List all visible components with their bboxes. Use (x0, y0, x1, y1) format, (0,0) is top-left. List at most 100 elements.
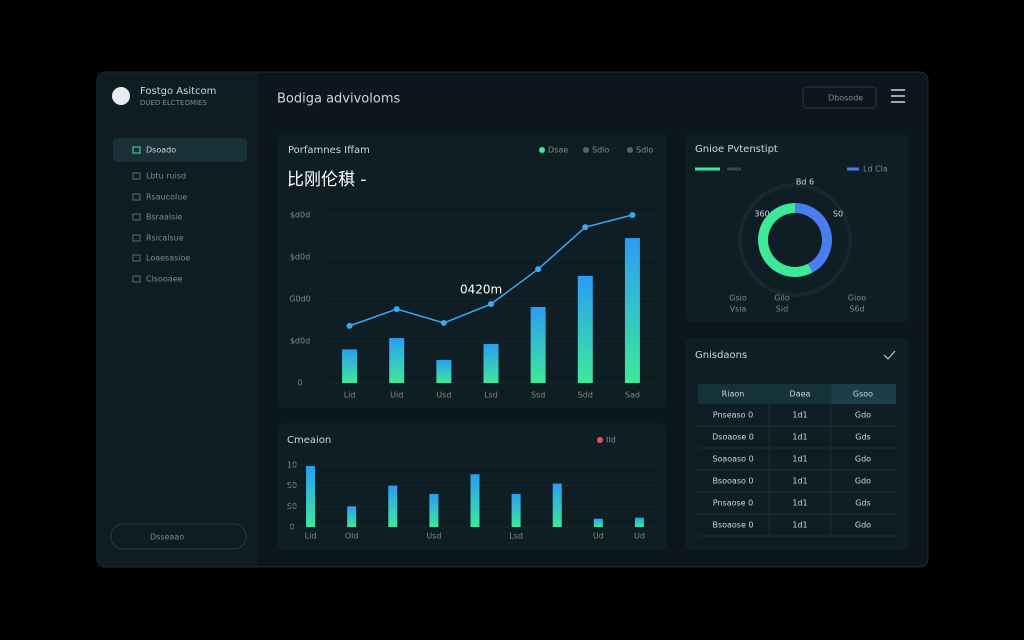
cell: Gds (855, 433, 870, 442)
x-tick-label: Ssd (531, 391, 545, 400)
bar (347, 506, 357, 527)
x-tick-label: Lsd (509, 532, 523, 541)
legend-label: Sdlo (592, 146, 609, 155)
y-tick-label: 0 (297, 379, 302, 388)
legend-swatch (583, 147, 589, 153)
nav-icon (132, 275, 141, 283)
x-tick-label: Ud (634, 532, 645, 541)
x-tick-label: Sad (625, 391, 640, 400)
column-header: Daea (790, 390, 811, 399)
cell: Bsoaose 0 (712, 521, 753, 530)
footer-button-label: Dsseaao (150, 533, 184, 542)
point (393, 306, 400, 313)
bar (511, 493, 521, 527)
nav-icon (132, 213, 141, 221)
cell: 1d1 (792, 455, 807, 464)
cell: Gdo (855, 521, 871, 530)
legend-label: Sdlo (636, 146, 653, 155)
nav-item: Rsicalsue (146, 234, 184, 243)
card-title: Gnioe Pvtenstipt (695, 144, 778, 155)
legend-swatch (597, 437, 603, 443)
bar (483, 343, 499, 383)
cell: 1d1 (792, 477, 807, 486)
annotation: 0420m (460, 283, 502, 297)
column-header: Gsoo (853, 390, 873, 399)
bar (389, 338, 405, 383)
nav-icon (132, 254, 141, 262)
bar (552, 483, 562, 527)
x-tick-label: Old (345, 532, 359, 541)
nav-item: Lbtu ruisd (146, 172, 186, 181)
nav-icon (132, 193, 141, 201)
card-title: Cmeaion (287, 435, 331, 446)
y-tick-label: $d0d (290, 253, 310, 262)
card-title: Gnisdaons (695, 350, 747, 361)
bar (634, 517, 644, 527)
card (685, 338, 908, 550)
nav-item: Clsooaee (146, 275, 183, 284)
footer-button[interactable] (110, 523, 247, 550)
bar (624, 238, 640, 383)
legend-swatch (627, 147, 633, 153)
donut-label: 360 (754, 210, 769, 219)
headline: 比刚伦稘 - (287, 170, 367, 190)
cell: 1d1 (792, 499, 807, 508)
nav-item: Rsaucolue (146, 193, 187, 202)
nav-active[interactable] (113, 138, 247, 162)
nav-icon (132, 146, 141, 154)
bar (429, 493, 439, 527)
card-title: Porfamnes Iffam (288, 145, 370, 156)
nav-item: Loaesasioe (146, 254, 190, 263)
cell: Gdo (855, 477, 871, 486)
cell: 1d1 (792, 411, 807, 420)
cell: 1d1 (792, 433, 807, 442)
legend-label: Ld Cla (863, 165, 888, 174)
point (440, 319, 447, 326)
x-tick-label: Lsd (484, 391, 498, 400)
cell: 1d1 (792, 521, 807, 530)
header-button[interactable] (802, 86, 877, 109)
menu-icon[interactable] (891, 89, 905, 103)
bar (593, 518, 603, 527)
cell: Gds (855, 499, 870, 508)
x-tick-label: Ud (593, 532, 604, 541)
cell: Gdo (855, 455, 871, 464)
nav-icon (132, 172, 141, 180)
legend-label: Ild (606, 436, 616, 445)
cell: Pnsaose 0 (713, 499, 753, 508)
donut-segment (794, 203, 832, 273)
cell: Pnseaso 0 (713, 411, 753, 420)
bar (470, 474, 480, 527)
bar (530, 306, 546, 383)
stat: Gilo (774, 294, 790, 303)
donut-label: S0 (833, 210, 843, 219)
legend-swatch (539, 147, 545, 153)
donut-segment (758, 203, 813, 277)
nav-icon (132, 234, 141, 242)
x-tick-label: Sdd (578, 391, 593, 400)
card (685, 133, 908, 322)
y-tick-label: G0d0 (289, 295, 310, 304)
y-tick-label: $d0d (290, 211, 310, 220)
bar (306, 466, 316, 527)
table-header-active (831, 384, 896, 404)
cell: Dsoaose 0 (712, 433, 754, 442)
point (582, 224, 589, 231)
x-tick-label: Uid (390, 391, 403, 400)
bar (436, 359, 452, 383)
brand-icon (112, 87, 130, 105)
brand-subtitle: DUED ELCTEOMIES (140, 99, 207, 107)
bar (342, 349, 358, 383)
donut-ring (738, 183, 852, 297)
brand: Fostgo Asitcom (140, 86, 216, 97)
stat: Gsio (729, 294, 747, 303)
donut-label: Bd 6 (796, 178, 814, 187)
x-tick-label: Usd (436, 391, 451, 400)
point (535, 266, 542, 273)
cell: Gdo (855, 411, 871, 420)
stat: Vsia (730, 305, 747, 314)
check-icon[interactable] (883, 350, 896, 360)
cell: Soaoaso 0 (712, 455, 753, 464)
